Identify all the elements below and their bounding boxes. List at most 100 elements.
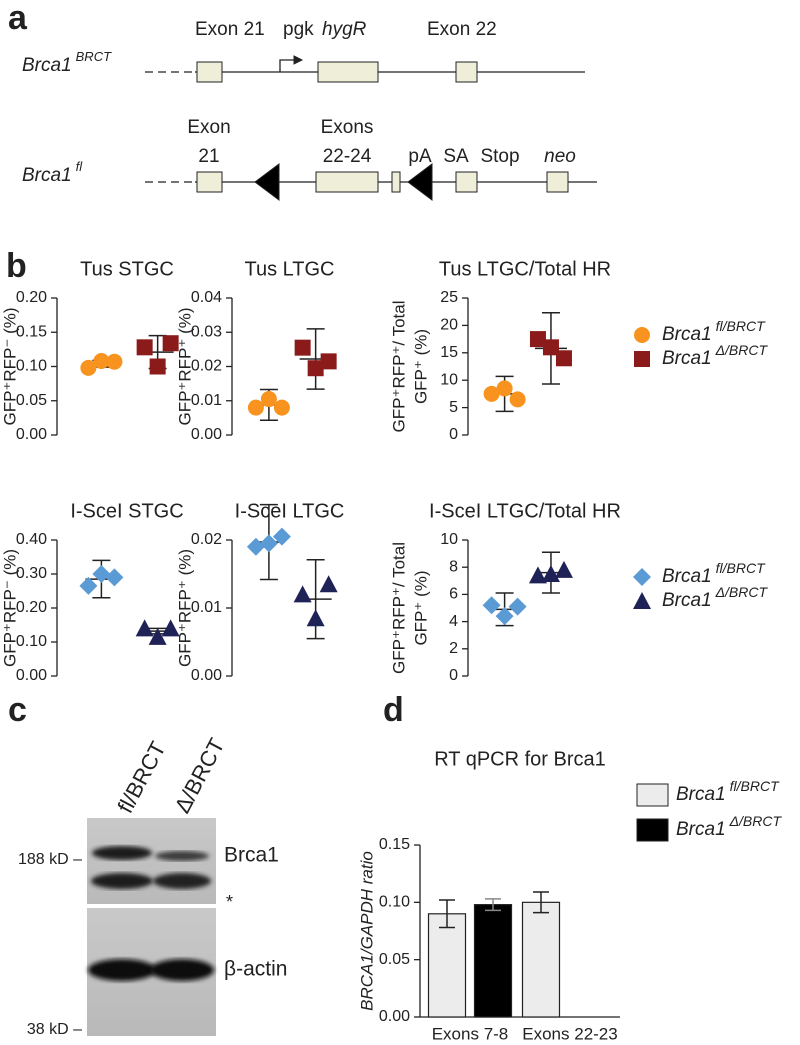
y-tick-label: 0.01: [191, 392, 222, 409]
gene-label: neo: [544, 146, 576, 167]
allele-superscript: fl: [76, 159, 84, 174]
gene-label: Exon: [187, 117, 230, 138]
chart-title: Tus LTGC: [244, 258, 334, 280]
allele-superscript: BRCT: [76, 49, 112, 64]
y-tick-label: 0.10: [16, 633, 47, 650]
y-tick-label: 0.40: [16, 531, 47, 548]
dot: [542, 339, 559, 356]
legend-label: Brca1 fl/BRCT: [662, 318, 766, 345]
legend-name: Brca1: [676, 784, 726, 805]
dot: [259, 534, 278, 553]
y-tick-label: 0.15: [16, 323, 47, 340]
dot: [93, 353, 110, 370]
dot: [495, 607, 514, 626]
legend-superscript: fl/BRCT: [716, 318, 766, 334]
y-tick-label: 0.02: [191, 358, 222, 375]
dot: [496, 380, 513, 397]
y-tick-label: 0.20: [16, 289, 47, 306]
panel-label: b: [6, 247, 27, 285]
gene-label: Exon 22: [427, 19, 497, 40]
y-tick-label: 10: [440, 531, 458, 548]
legend-superscript: fl/BRCT: [730, 778, 780, 794]
dot: [633, 568, 651, 586]
y-axis-label: GFP⁺RFP⁻ (%): [0, 549, 19, 667]
legend-label: Brca1 fl/BRCT: [676, 778, 780, 805]
gene-label: Exons: [321, 117, 374, 138]
error-bar: [533, 891, 549, 914]
y-tick-label: 0.05: [16, 392, 47, 409]
dot: [633, 592, 651, 609]
size-marker: 38 kD –: [27, 1021, 82, 1038]
dot: [247, 399, 264, 416]
bar: [473, 904, 513, 1018]
dot: [260, 391, 277, 408]
error-bar: [485, 898, 501, 912]
y-tick-label: 0.05: [379, 951, 410, 968]
allele-label: Brca1 fl: [22, 159, 83, 186]
chart-title: I-SceI STGC: [70, 500, 183, 522]
y-tick-label: 8: [449, 558, 458, 575]
y-axis-label: GFP⁺RFP⁺ (%): [175, 549, 194, 667]
chart-title: I-SceI LTGC/Total HR: [429, 500, 621, 522]
y-tick-label: 0.30: [16, 565, 47, 582]
y-axis-label: GFP⁺ (%): [411, 570, 430, 645]
gene-label: 22-24: [323, 146, 372, 167]
y-tick-label: 25: [440, 289, 458, 306]
y-axis-label: GFP⁺ (%): [411, 329, 430, 404]
panel-label: d: [383, 691, 404, 729]
size-marker: 188 kD –: [18, 851, 82, 868]
dot: [246, 537, 265, 556]
legend-swatch: [636, 818, 669, 842]
dot: [80, 359, 97, 376]
dot: [272, 527, 291, 546]
legend-swatch: [636, 783, 669, 807]
dot: [149, 358, 166, 375]
y-tick-label: 0.00: [16, 667, 47, 684]
y-axis-label: BRCA1/GAPDH ratio: [357, 851, 376, 1011]
legend-superscript: Δ/BRCT: [715, 342, 769, 358]
bar: [427, 913, 467, 1018]
dot: [161, 619, 180, 637]
dot: [293, 585, 312, 603]
bar: [521, 901, 561, 1018]
legend-superscript: Δ/BRCT: [715, 584, 769, 600]
gene-label: Exon 21: [195, 19, 265, 40]
y-axis-label: GFP⁺RFP⁺ (%): [175, 307, 194, 425]
dot: [555, 350, 572, 367]
y-tick-label: 6: [449, 586, 458, 603]
legend-label: Brca1 Δ/BRCT: [662, 584, 768, 611]
legend-name: Brca1: [662, 324, 712, 345]
western-blot: [87, 818, 216, 1036]
gene-label: SA: [443, 146, 469, 167]
y-tick-label: 15: [440, 344, 458, 361]
y-tick-label: 0.20: [16, 599, 47, 616]
dot: [294, 339, 311, 356]
chart-title: Tus STGC: [80, 258, 174, 280]
dot: [529, 331, 546, 348]
y-tick-label: 0.00: [16, 426, 47, 443]
lane-label: Δ/BRCT: [169, 734, 229, 817]
dot: [79, 576, 98, 595]
y-tick-label: 0.15: [379, 836, 410, 853]
y-tick-label: 4: [449, 613, 458, 630]
panel-label: a: [8, 0, 28, 37]
y-tick-label: 0.00: [379, 1008, 410, 1025]
y-tick-label: 0: [449, 426, 458, 443]
dot: [482, 596, 501, 615]
x-tick-label: Exons 22-23: [522, 1024, 617, 1043]
gene-label: hygR: [322, 19, 367, 40]
dot: [554, 560, 573, 578]
gene-label: Stop: [480, 146, 519, 167]
dot: [528, 566, 547, 584]
dot: [135, 619, 154, 637]
y-tick-label: 0.00: [191, 667, 222, 684]
y-tick-label: 0.01: [191, 599, 222, 616]
band-label: Brca1: [224, 844, 279, 867]
allele-label: Brca1 BRCT: [22, 49, 112, 76]
legend-label: Brca1 fl/BRCT: [662, 560, 766, 587]
legend-name: Brca1: [662, 566, 712, 587]
dot: [483, 385, 500, 402]
dot: [148, 627, 167, 645]
y-tick-label: 10: [440, 371, 458, 388]
y-tick-label: 0.04: [191, 289, 222, 306]
